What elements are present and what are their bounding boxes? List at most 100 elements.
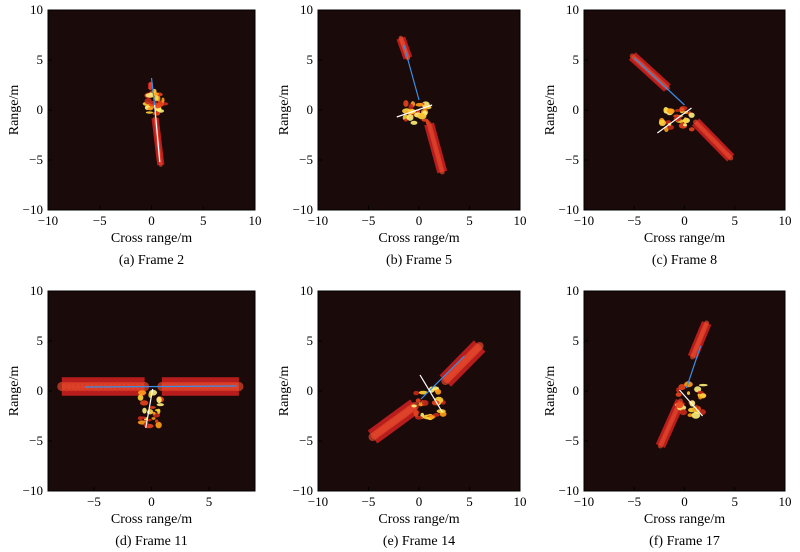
y-tick-label: 5	[573, 52, 580, 67]
body-scatter-point	[418, 390, 428, 395]
body-axis-line	[403, 44, 420, 101]
panel-scatter-point	[664, 85, 670, 91]
body-axis-line	[419, 374, 443, 413]
body-scatter-point	[675, 109, 680, 112]
body-scatter-point	[684, 381, 693, 388]
body-scatter-point	[698, 383, 708, 387]
x-tick-label: −5	[362, 213, 376, 228]
x-tick-label: 0	[416, 494, 423, 509]
y-axis-label: Range/m	[277, 366, 292, 417]
body-scatter-point	[425, 120, 430, 125]
body-scatter-point	[155, 421, 162, 429]
y-tick-label: −5	[29, 433, 43, 448]
y-tick-label: −5	[299, 433, 313, 448]
y-tick-label: −10	[23, 483, 43, 498]
x-tick-label: −5	[87, 494, 101, 509]
body-scatter-point	[142, 407, 147, 414]
body-scatter-point	[415, 415, 423, 420]
body-scatter-point	[144, 98, 152, 105]
body-scatter-point	[688, 112, 695, 118]
y-axis-label: Range/m	[543, 85, 558, 136]
y-tick-label: 10	[300, 2, 313, 17]
panel-2: 10 5 0 −5 −10−10 −5 0 5 10 Range/m Cross range/m (b…	[277, 2, 527, 268]
y-tick-label: −10	[293, 202, 313, 217]
body-scatter-point	[156, 107, 162, 112]
body-scatter-point	[156, 403, 164, 407]
body-scatter-point	[413, 410, 419, 417]
body-scatter-point	[153, 102, 162, 109]
panel-caption: (b) Frame 5	[386, 253, 452, 268]
y-tick-label: 5	[573, 333, 580, 348]
x-axis-label: Cross range/m	[111, 512, 192, 527]
x-tick-label: 10	[779, 494, 792, 509]
body-scatter-point	[687, 413, 693, 418]
body-scatter-point	[139, 400, 149, 406]
body-scatter-point	[156, 396, 162, 404]
panel-scatter-point	[704, 320, 710, 326]
body-axis-line	[657, 107, 692, 134]
panel-scatter-point	[657, 443, 663, 449]
body-scatter-point	[137, 416, 143, 421]
x-tick-label: −5	[627, 213, 641, 228]
body-scatter-point	[683, 117, 687, 125]
y-axis-label: Range/m	[543, 366, 558, 417]
body-scatter-point	[154, 94, 158, 102]
y-tick-label: 5	[37, 52, 44, 67]
y-axis-label: Range/m	[7, 366, 22, 417]
body-scatter-point	[675, 401, 684, 409]
x-tick-label: 5	[206, 494, 213, 509]
body-scatter-point	[694, 386, 702, 393]
x-tick-label: 10	[514, 494, 527, 509]
panel-6: 10 5 0 −5 −10−10 −5 0 5 10 Range/m Cross range/m (f…	[543, 283, 792, 549]
panel-scatter-point	[149, 87, 152, 91]
body-scatter-point	[676, 387, 680, 393]
x-axis-label: Cross range/m	[644, 231, 725, 246]
body-scatter-point	[406, 114, 414, 121]
panel-scatter-point	[159, 163, 163, 167]
x-tick-label: −10	[308, 494, 328, 509]
body-scatter-point	[691, 411, 701, 419]
body-scatter-point	[679, 107, 685, 112]
body-scatter-point	[678, 384, 686, 391]
body-axis-line	[685, 345, 702, 389]
body-scatter-point	[154, 419, 159, 423]
y-tick-label: 10	[30, 2, 43, 17]
panel-5: 10 5 0 −5 −10−10 −5 0 5 10 Range/m Cross range/m (e…	[277, 283, 527, 549]
x-tick-label: 0	[681, 213, 688, 228]
y-tick-label: 10	[30, 283, 43, 298]
body-axis-line	[84, 385, 237, 388]
y-tick-label: 0	[307, 383, 314, 398]
body-scatter-point	[148, 406, 156, 409]
x-tick-label: 0	[416, 213, 423, 228]
x-tick-label: 10	[779, 213, 792, 228]
y-tick-label: 5	[307, 52, 314, 67]
y-tick-label: 10	[300, 283, 313, 298]
body-scatter-point	[138, 390, 147, 396]
body-scatter-point	[145, 111, 154, 114]
body-scatter-point	[157, 408, 161, 414]
y-axis-label: Range/m	[277, 85, 292, 136]
y-tick-label: −10	[559, 202, 579, 217]
x-tick-label: 0	[681, 494, 688, 509]
y-tick-label: 10	[566, 2, 579, 17]
body-scatter-point	[161, 97, 165, 103]
body-scatter-point	[697, 390, 704, 395]
body-scatter-point	[152, 111, 161, 116]
body-scatter-point	[417, 112, 427, 120]
body-scatter-point	[667, 125, 675, 130]
body-scatter-point	[692, 406, 698, 412]
y-tick-label: −10	[23, 202, 43, 217]
body-scatter-point	[411, 404, 417, 408]
body-scatter-point	[679, 409, 688, 416]
panel-scatter-point	[728, 155, 734, 161]
panel-3: 10 5 0 −5 −10−10 −5 0 5 10 Range/m Cross range/m (c…	[543, 2, 792, 268]
body-axis-line	[150, 77, 156, 106]
panel-1: 10 5 0 −5 −10−10 −5 0 5 10 Range/m Cross range/m (a…	[7, 2, 262, 268]
body-scatter-point	[421, 400, 429, 406]
x-tick-label: 5	[732, 213, 739, 228]
body-scatter-point	[700, 393, 707, 398]
body-scatter-point	[682, 123, 687, 127]
body-axis-line	[396, 104, 433, 118]
body-axis-line	[420, 355, 465, 400]
